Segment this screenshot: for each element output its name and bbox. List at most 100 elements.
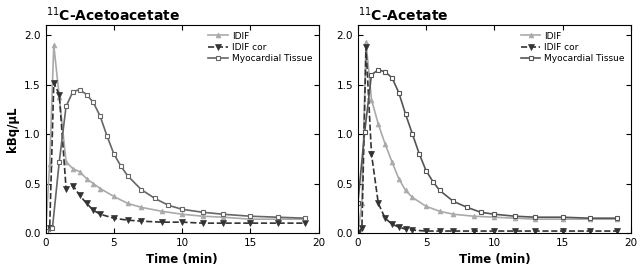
Myocardial Tissue: [103, 134, 111, 138]
IDIF cor: [301, 221, 309, 225]
IDIF cor: [388, 222, 396, 226]
IDIF cor: [511, 229, 519, 233]
IDIF: [246, 218, 254, 221]
IDIF cor: [138, 220, 145, 223]
Line: IDIF cor: IDIF cor: [42, 80, 308, 236]
IDIF cor: [532, 229, 539, 233]
IDIF cor: [395, 225, 403, 229]
Myocardial Tissue: [62, 105, 70, 108]
Myocardial Tissue: [415, 152, 423, 156]
Myocardial Tissue: [402, 113, 410, 116]
Myocardial Tissue: [368, 73, 376, 76]
IDIF: [559, 218, 566, 221]
Myocardial Tissue: [388, 76, 396, 79]
Myocardial Tissue: [123, 174, 131, 177]
IDIF cor: [178, 221, 186, 224]
Myocardial Tissue: [408, 132, 416, 136]
Text: $^{11}$C-Acetoacetate: $^{11}$C-Acetoacetate: [46, 5, 179, 24]
Myocardial Tissue: [477, 211, 485, 214]
Line: IDIF cor: IDIF cor: [355, 44, 620, 236]
IDIF: [123, 202, 131, 205]
Text: $^{11}$C-Acetate: $^{11}$C-Acetate: [358, 5, 448, 24]
IDIF cor: [368, 152, 376, 156]
Myocardial Tissue: [138, 188, 145, 191]
IDIF: [388, 160, 396, 163]
IDIF: [491, 216, 498, 219]
IDIF cor: [46, 227, 53, 230]
IDIF cor: [470, 229, 478, 233]
IDIF: [381, 142, 389, 146]
Myocardial Tissue: [463, 206, 471, 209]
IDIF: [158, 210, 165, 213]
IDIF: [436, 210, 444, 213]
Line: Myocardial Tissue: Myocardial Tissue: [356, 67, 620, 221]
Myocardial Tissue: [374, 68, 382, 72]
IDIF: [110, 195, 118, 198]
IDIF: [358, 202, 366, 205]
IDIF: [199, 215, 206, 218]
IDIF: [42, 231, 50, 235]
Myocardial Tissue: [89, 101, 97, 104]
IDIF cor: [62, 187, 70, 190]
Myocardial Tissue: [449, 200, 457, 203]
IDIF cor: [613, 229, 621, 233]
IDIF: [395, 177, 403, 180]
Myocardial Tissue: [178, 208, 186, 211]
Myocardial Tissue: [274, 216, 282, 219]
Myocardial Tissue: [395, 91, 403, 94]
Myocardial Tissue: [96, 115, 104, 118]
Myocardial Tissue: [246, 215, 254, 218]
Myocardial Tissue: [117, 164, 125, 167]
IDIF: [76, 170, 84, 173]
Myocardial Tissue: [69, 90, 77, 93]
IDIF: [274, 218, 282, 221]
Myocardial Tissue: [422, 169, 430, 172]
Line: IDIF: IDIF: [356, 40, 620, 236]
X-axis label: Time (min): Time (min): [458, 254, 530, 267]
IDIF cor: [422, 229, 430, 233]
IDIF: [511, 217, 519, 220]
IDIF: [532, 218, 539, 221]
IDIF cor: [42, 231, 50, 235]
IDIF: [586, 218, 593, 221]
Myocardial Tissue: [83, 93, 91, 96]
IDIF cor: [358, 227, 366, 230]
IDIF cor: [408, 228, 416, 232]
IDIF cor: [96, 213, 104, 216]
Myocardial Tissue: [532, 216, 539, 219]
IDIF cor: [246, 221, 254, 225]
IDIF: [354, 231, 361, 235]
X-axis label: Time (min): Time (min): [147, 254, 218, 267]
IDIF cor: [55, 93, 63, 96]
IDIF cor: [89, 209, 97, 212]
IDIF: [362, 41, 370, 44]
Myocardial Tissue: [49, 227, 57, 230]
IDIF: [374, 123, 382, 126]
Myocardial Tissue: [491, 213, 498, 216]
IDIF: [470, 215, 478, 218]
IDIF cor: [219, 221, 227, 225]
IDIF cor: [402, 227, 410, 231]
Myocardial Tissue: [76, 88, 84, 91]
IDIF: [138, 206, 145, 209]
Myocardial Tissue: [110, 152, 118, 156]
IDIF cor: [274, 221, 282, 225]
IDIF: [46, 162, 53, 165]
IDIF cor: [158, 221, 165, 224]
IDIF cor: [362, 45, 370, 49]
IDIF cor: [50, 81, 58, 84]
IDIF cor: [436, 229, 444, 233]
Myocardial Tissue: [429, 180, 437, 183]
Line: IDIF: IDIF: [43, 43, 307, 236]
Myocardial Tissue: [219, 213, 227, 216]
IDIF: [50, 44, 58, 47]
IDIF: [408, 196, 416, 199]
IDIF: [83, 177, 91, 180]
IDIF cor: [76, 194, 84, 197]
IDIF cor: [83, 202, 91, 205]
IDIF cor: [199, 221, 206, 225]
Legend: IDIF, IDIF cor, Myocardial Tissue: IDIF, IDIF cor, Myocardial Tissue: [206, 30, 314, 65]
IDIF: [613, 218, 621, 221]
IDIF: [449, 213, 457, 216]
Myocardial Tissue: [586, 217, 593, 220]
